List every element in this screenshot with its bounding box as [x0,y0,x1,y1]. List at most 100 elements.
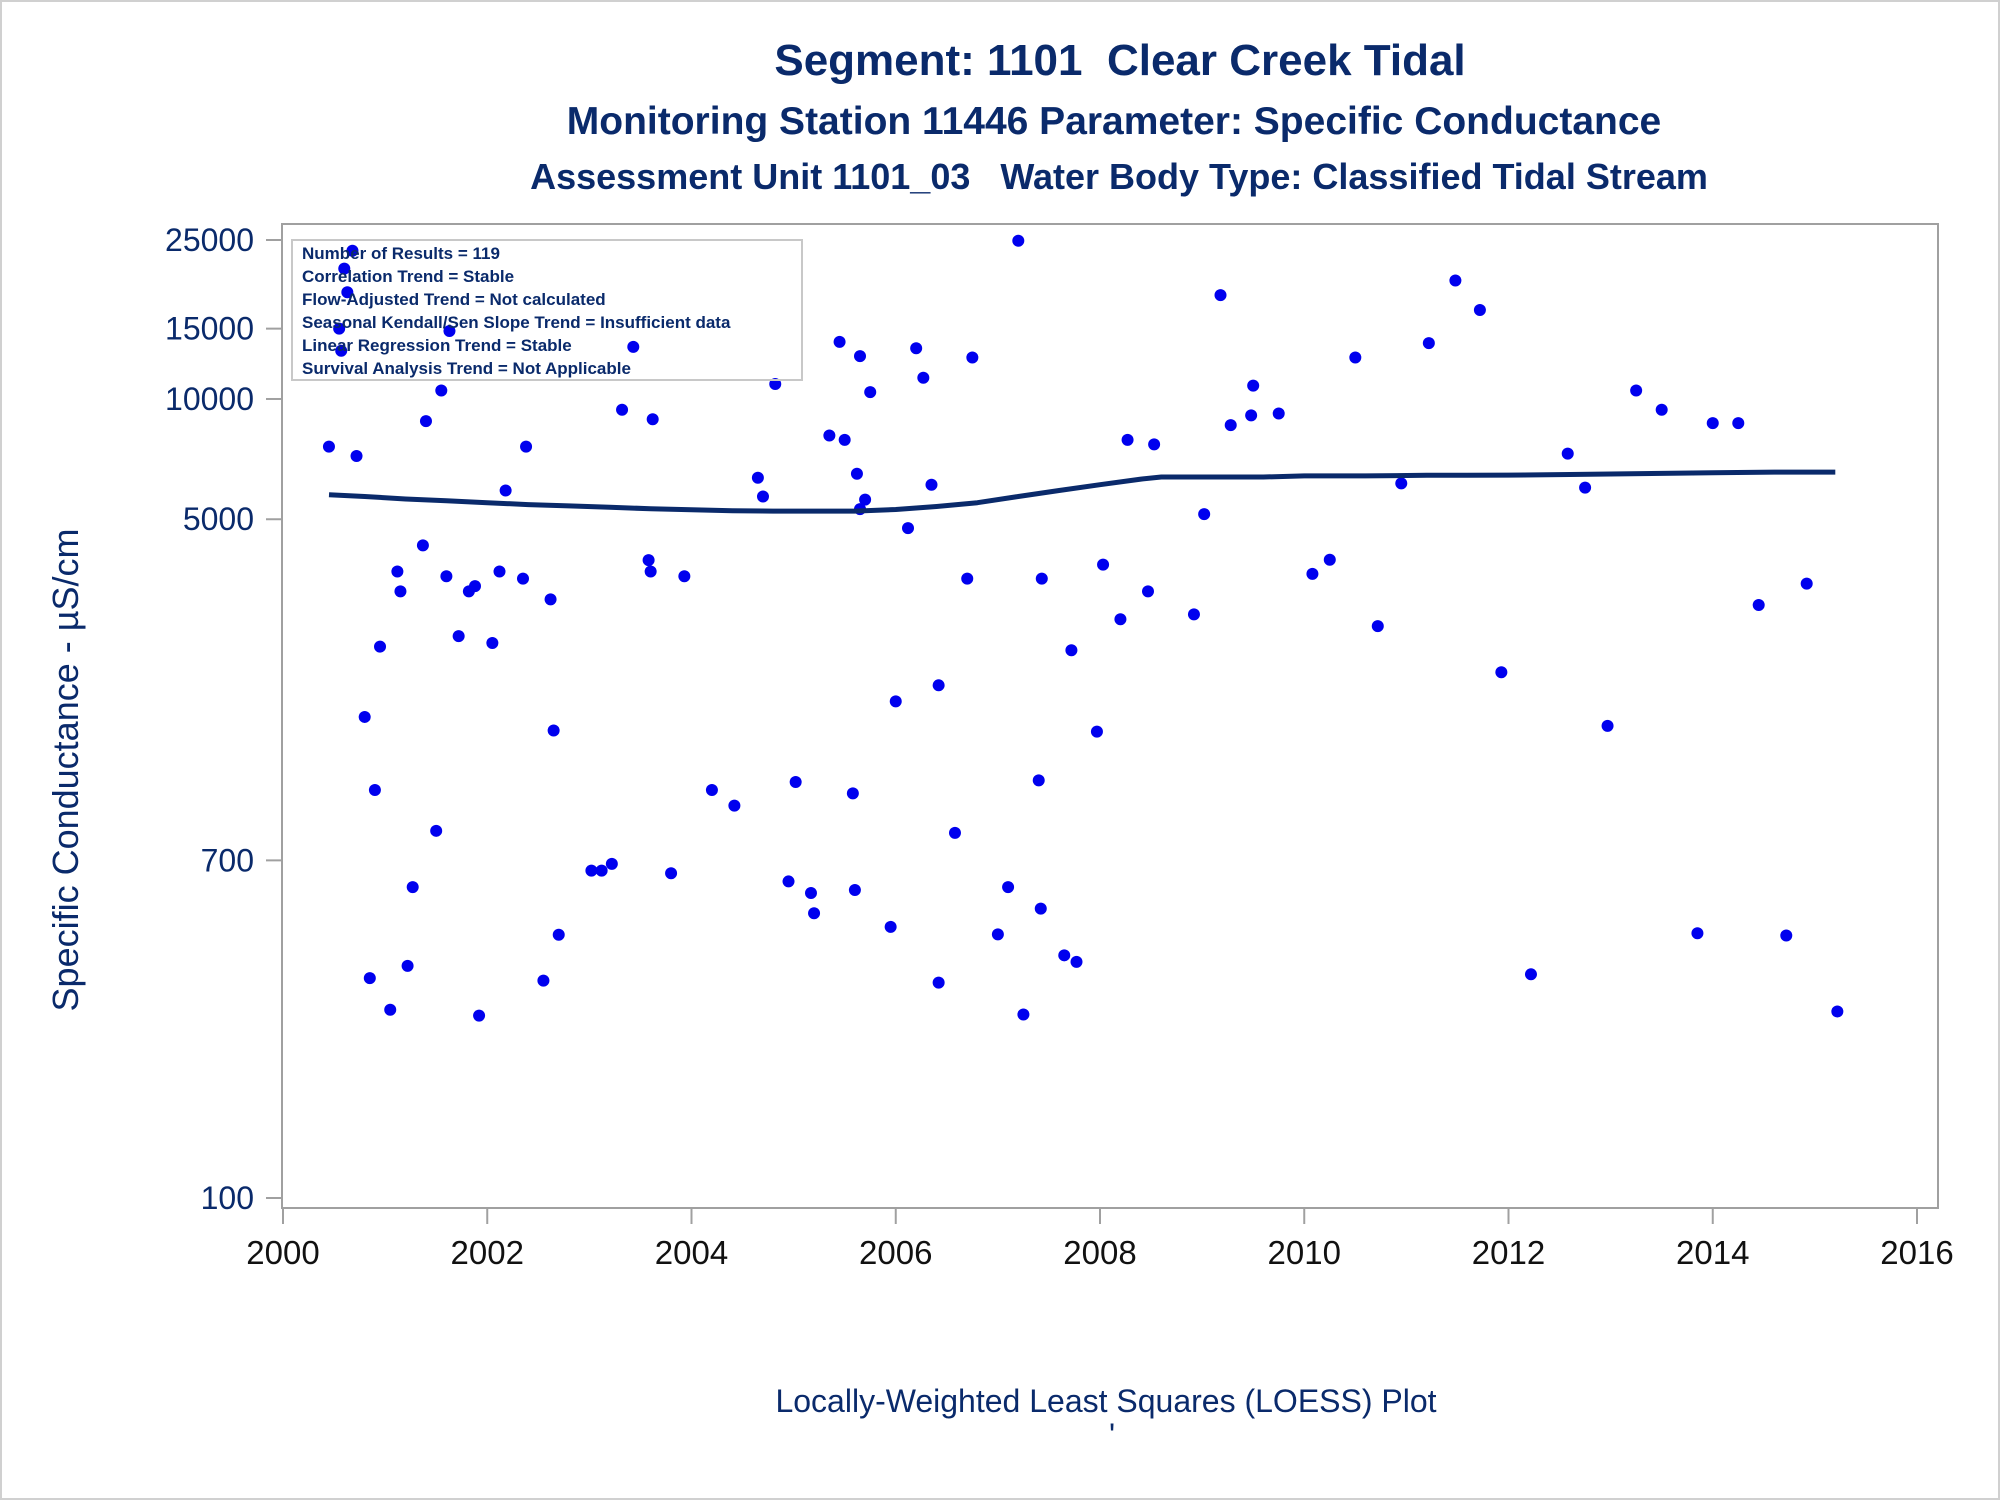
data-point [363,972,376,985]
x-tick-label: 2000 [246,1234,319,1271]
y-tick-label: 5000 [183,501,254,537]
data-point [1601,719,1614,732]
plot-area [281,223,1939,1209]
data-point [520,440,533,453]
data-point [452,630,465,643]
trend-summary-line: Seasonal Kendall/Sen Slope Trend = Insuf… [302,313,731,332]
data-points [322,234,1844,1022]
data-point [468,580,481,593]
data-point [1002,881,1015,894]
data-point [846,787,859,800]
data-point [1065,644,1078,657]
data-point [374,640,387,653]
data-point [350,449,363,462]
data-point [1090,725,1103,738]
chart-title: Segment: 1101 Clear Creek Tidal [774,36,1466,85]
trend-summary-line: Linear Regression Trend = Stable [302,336,572,355]
data-point [341,286,354,299]
data-point [808,907,821,920]
data-point [1732,417,1745,430]
data-point [1395,477,1408,490]
y-axis: 100 700 5000 10000 15000 25000 [165,222,282,1216]
data-point [1097,558,1110,571]
data-point [1780,929,1793,942]
y-tick-label: 10000 [165,381,254,417]
data-point [1058,949,1071,962]
y-tick-label: 100 [201,1180,254,1216]
data-point [1449,274,1462,287]
trend-summary-line: Survival Analysis Trend = Not Applicable [302,359,631,378]
data-point [646,413,659,426]
data-point [1473,304,1486,317]
data-point [910,342,923,355]
data-point [368,784,381,797]
data-point [384,1003,397,1016]
data-point [358,710,371,723]
data-point [902,522,915,535]
data-point [443,324,456,337]
footnote: Locally-Weighted Least Squares (LOESS) P… [775,1383,1436,1419]
data-point [728,799,741,812]
data-point [1495,666,1508,679]
data-point [627,340,640,353]
data-point [499,484,512,497]
data-point [838,433,851,446]
data-point [1224,419,1237,432]
data-point [850,467,863,480]
data-point [961,572,974,585]
data-point [338,262,351,275]
data-point [595,864,608,877]
data-point [416,539,429,552]
data-point [1706,417,1719,430]
data-point [925,478,938,491]
y-tick-label: 25000 [165,222,254,258]
y-tick-label: 15000 [165,311,254,347]
data-point [859,493,872,506]
data-point [516,572,529,585]
plot-area-border [281,223,1939,1209]
data-point [991,928,1004,941]
x-tick-label: 2014 [1676,1234,1749,1271]
data-point [1561,447,1574,460]
data-point [1579,481,1592,494]
data-point [932,679,945,692]
data-point [642,554,655,567]
data-point [833,335,846,348]
data-point [547,724,560,737]
data-point [1349,351,1362,364]
data-point [1032,774,1045,787]
data-point [889,695,902,708]
trend-summary-line: Number of Results = 119 [302,244,500,263]
data-point [864,386,877,399]
data-point [1800,577,1813,590]
data-point [665,867,678,880]
y-tick-label: 700 [201,842,254,878]
x-tick-label: 2010 [1268,1234,1341,1271]
data-point [678,570,691,583]
data-point [322,440,335,453]
data-point [1306,567,1319,580]
data-point [391,565,404,578]
data-point [430,824,443,837]
data-point [644,565,657,578]
x-tick-label: 2004 [655,1234,728,1271]
data-point [1121,433,1134,446]
chart-subtitle: Monitoring Station 11446 Parameter: Spec… [566,100,1662,143]
data-point [537,974,550,987]
data-point [406,881,419,894]
data-point [1114,613,1127,626]
x-tick-label: 2002 [451,1234,524,1271]
data-point [473,1009,486,1022]
data-point [884,920,897,933]
trend-summary-box: Number of Results = 119 Correlation Trend… [291,239,803,381]
trend-summary-line: Correlation Trend = Stable [302,267,514,286]
data-point [932,976,945,989]
data-point [1691,927,1704,940]
data-point [1524,968,1537,981]
chart-subtitle-2: Assessment Unit 1101_03 Water Body Type:… [530,156,1708,197]
x-axis: 2000 2002 2004 2006 2008 2010 2012 2014 2016 [246,1208,1954,1271]
data-point [1422,337,1435,350]
data-point [1630,384,1643,397]
data-point [493,565,506,578]
